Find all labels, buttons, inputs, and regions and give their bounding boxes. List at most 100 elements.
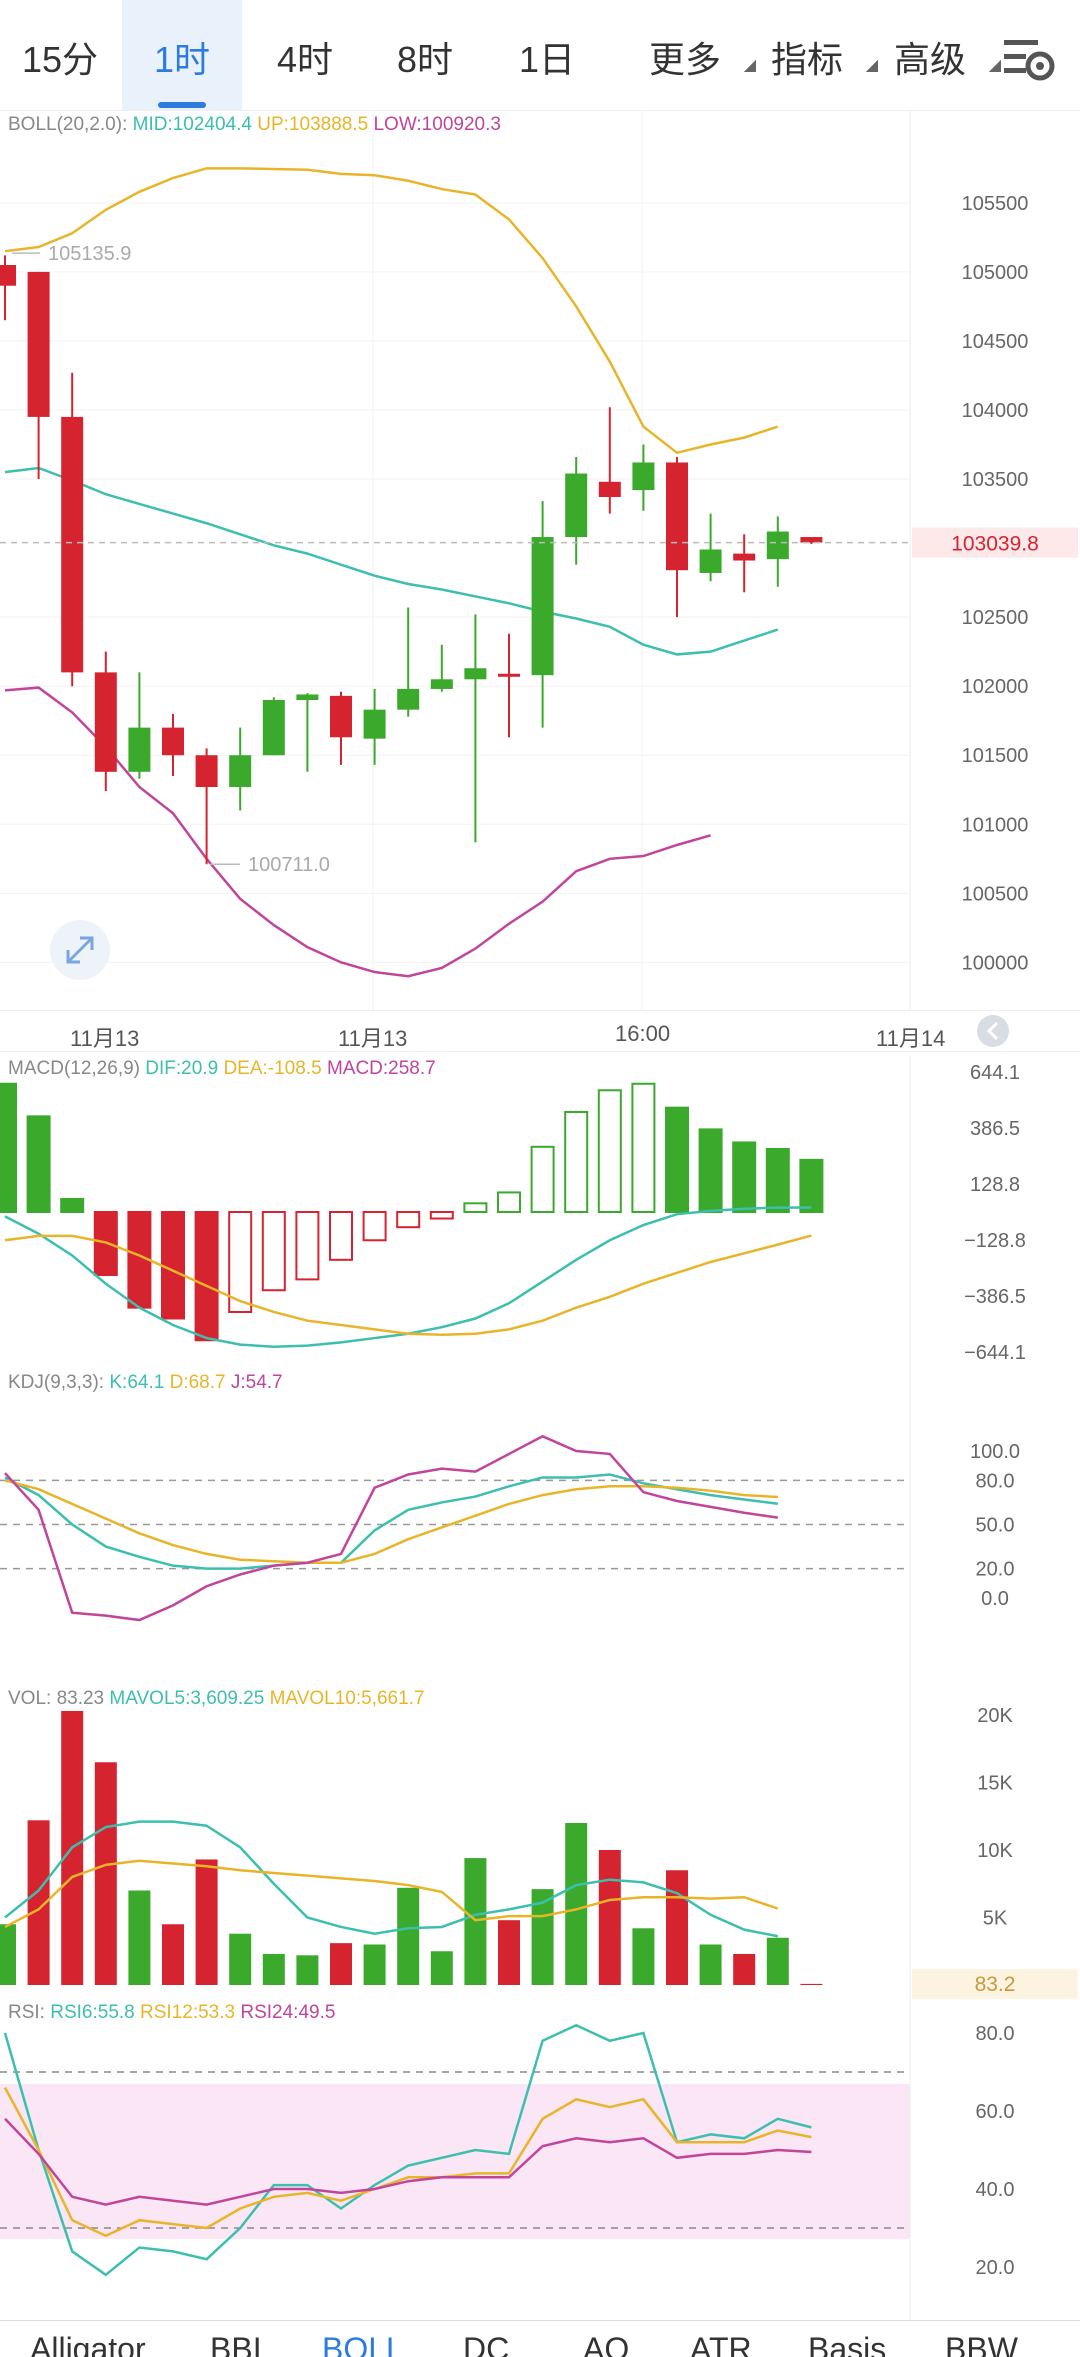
macd-bar bbox=[429, 1211, 454, 1220]
candle-body bbox=[61, 416, 84, 673]
kdj-k: K:64.1 bbox=[109, 1372, 165, 1393]
rsi-overbought-zone bbox=[0, 2084, 910, 2239]
indicator-tab-basis[interactable]: Basis bbox=[808, 2331, 887, 2357]
time-label: 11月13 bbox=[338, 1026, 408, 1051]
macd-dif-line bbox=[4, 1206, 812, 1349]
candle-body bbox=[296, 694, 319, 700]
price-tick-label: 102000 bbox=[962, 676, 1029, 698]
kdj-tick-label: 80.0 bbox=[976, 1470, 1015, 1492]
rsi-tick-label: 60.0 bbox=[976, 2101, 1015, 2123]
tab-1d[interactable]: 1日 bbox=[518, 39, 576, 80]
expand-icon bbox=[66, 936, 94, 964]
chart-settings-icon[interactable] bbox=[1000, 30, 1060, 90]
candle-body bbox=[666, 462, 688, 571]
volume-bar bbox=[666, 1870, 688, 1985]
candle-body bbox=[27, 271, 50, 417]
expand-chart-button[interactable] bbox=[50, 920, 110, 980]
tab-4h[interactable]: 4时 bbox=[276, 39, 334, 80]
vol-label: VOL: 83.23 bbox=[8, 1688, 105, 1709]
macd-dea: DEA:-108.5 bbox=[223, 1058, 322, 1079]
tab-8h[interactable]: 8时 bbox=[396, 39, 454, 80]
macd-bar bbox=[362, 1211, 387, 1242]
price-tick-label: 100500 bbox=[962, 883, 1029, 905]
vol-legend: VOL: 83.23 MAVOL5:3,609.25 MAVOL10:5,661… bbox=[8, 1688, 425, 1710]
indicator-tab-atr[interactable]: ATR bbox=[690, 2331, 752, 2357]
macd-bar bbox=[698, 1128, 723, 1213]
macd-tick-label: 644.1 bbox=[970, 1062, 1020, 1084]
indicator-tab-bbi[interactable]: BBI bbox=[210, 2331, 262, 2357]
boll-low: LOW:100920.3 bbox=[373, 114, 501, 135]
boll-legend: BOLL(20,2.0): MID:102404.4 UP:103888.5 L… bbox=[8, 114, 501, 136]
tab-1h[interactable]: 1时 bbox=[122, 0, 242, 110]
boll-lower-line bbox=[4, 686, 711, 978]
macd-bar bbox=[564, 1111, 589, 1213]
tab-advanced[interactable]: 高级 ◢ bbox=[893, 39, 1001, 80]
rsi12: RSI12:53.3 bbox=[140, 2002, 236, 2023]
macd-value: MACD:258.7 bbox=[326, 1058, 436, 1079]
volume-bar bbox=[699, 1944, 722, 1985]
low-price-marker: 100711.0 bbox=[248, 854, 330, 876]
candle-body bbox=[262, 700, 285, 756]
volume-bar bbox=[464, 1858, 487, 1985]
macd-bar bbox=[665, 1106, 689, 1213]
candlestick-chart[interactable]: 105135.9 100711.0 105500 105000 104500 10400… bbox=[0, 110, 1080, 1010]
kdj-tick-label: 0.0 bbox=[981, 1588, 1009, 1610]
candle-body bbox=[699, 549, 722, 573]
indicator-tab-ao[interactable]: AO bbox=[583, 2331, 630, 2357]
rsi-chart: 80.0 60.0 40.0 20.0 bbox=[0, 2000, 1015, 2320]
candle-body bbox=[464, 668, 487, 680]
kdj-tick-label: 100.0 bbox=[970, 1441, 1020, 1463]
price-tick-label: 104000 bbox=[962, 400, 1029, 422]
kdj-label: KDJ(9,3,3): bbox=[8, 1372, 105, 1393]
price-tick-label: 105500 bbox=[962, 193, 1029, 215]
rsi-label: RSI: bbox=[8, 2002, 45, 2023]
candle-body bbox=[128, 727, 151, 772]
candle-body bbox=[94, 672, 117, 772]
macd-bar bbox=[631, 1082, 656, 1213]
macd-bar bbox=[497, 1191, 521, 1213]
vol-tick-label: 15K bbox=[977, 1773, 1013, 1795]
volume-bar bbox=[397, 1887, 420, 1985]
candle-body bbox=[430, 679, 453, 689]
tab-more[interactable]: 更多 ◢ bbox=[648, 39, 756, 80]
price-tick-label: 103500 bbox=[962, 469, 1029, 491]
kdj-d-line bbox=[4, 1479, 778, 1564]
candle-body bbox=[598, 481, 621, 497]
price-tick-label: 101500 bbox=[962, 745, 1029, 767]
macd-bar bbox=[295, 1211, 320, 1281]
volume-bar bbox=[229, 1933, 252, 1985]
kdj-tick-label: 20.0 bbox=[976, 1559, 1015, 1581]
macd-chart: 644.1 386.5 128.8 −128.8 −386.5 −644.1 bbox=[0, 1055, 1026, 1370]
tab-15m[interactable]: 15分 bbox=[21, 39, 99, 80]
kdj-chart: 100.0 80.0 50.0 20.0 0.0 bbox=[0, 1370, 1020, 1685]
tab-indicators[interactable]: 指标 ◢ bbox=[770, 39, 878, 80]
volume-bar bbox=[766, 1937, 789, 1985]
indicator-tab-alligator[interactable]: Alligator bbox=[30, 2331, 146, 2357]
macd-bar bbox=[396, 1211, 421, 1229]
macd-bar bbox=[732, 1141, 757, 1213]
candle-body bbox=[733, 553, 756, 561]
macd-tick-label: −386.5 bbox=[964, 1286, 1026, 1308]
vol-tick-label: 20K bbox=[977, 1705, 1013, 1727]
current-price-tag bbox=[912, 527, 1078, 558]
volume-bar bbox=[330, 1943, 352, 1985]
macd-bar bbox=[765, 1147, 790, 1213]
price-axis: 105500 105000 104500 104000 103500 102500 1020… bbox=[0, 193, 1078, 974]
volume-bar bbox=[632, 1928, 655, 1985]
volume-bar bbox=[430, 1951, 453, 1985]
indicator-tab-bbw[interactable]: BBW bbox=[945, 2331, 1018, 2357]
macd-bar bbox=[228, 1211, 253, 1313]
collapse-icon[interactable] bbox=[975, 1015, 1015, 1055]
candle-body bbox=[229, 755, 252, 787]
macd-bar bbox=[0, 1082, 17, 1213]
candle-body bbox=[0, 265, 16, 286]
kdj-j-line bbox=[4, 1434, 778, 1622]
indicator-tab-dc[interactable]: DC bbox=[463, 2331, 510, 2357]
macd-bar bbox=[194, 1211, 219, 1342]
boll-mid-line bbox=[4, 466, 779, 656]
volume-bar bbox=[195, 1859, 218, 1985]
indicator-tabs: Alligator BBI BOLL DC AO ATR Basis BBW bbox=[0, 2320, 1080, 2357]
candles: 105135.9 100711.0 bbox=[0, 243, 823, 876]
volume-bar bbox=[363, 1944, 386, 1985]
indicator-tab-boll[interactable]: BOLL bbox=[322, 2331, 404, 2357]
